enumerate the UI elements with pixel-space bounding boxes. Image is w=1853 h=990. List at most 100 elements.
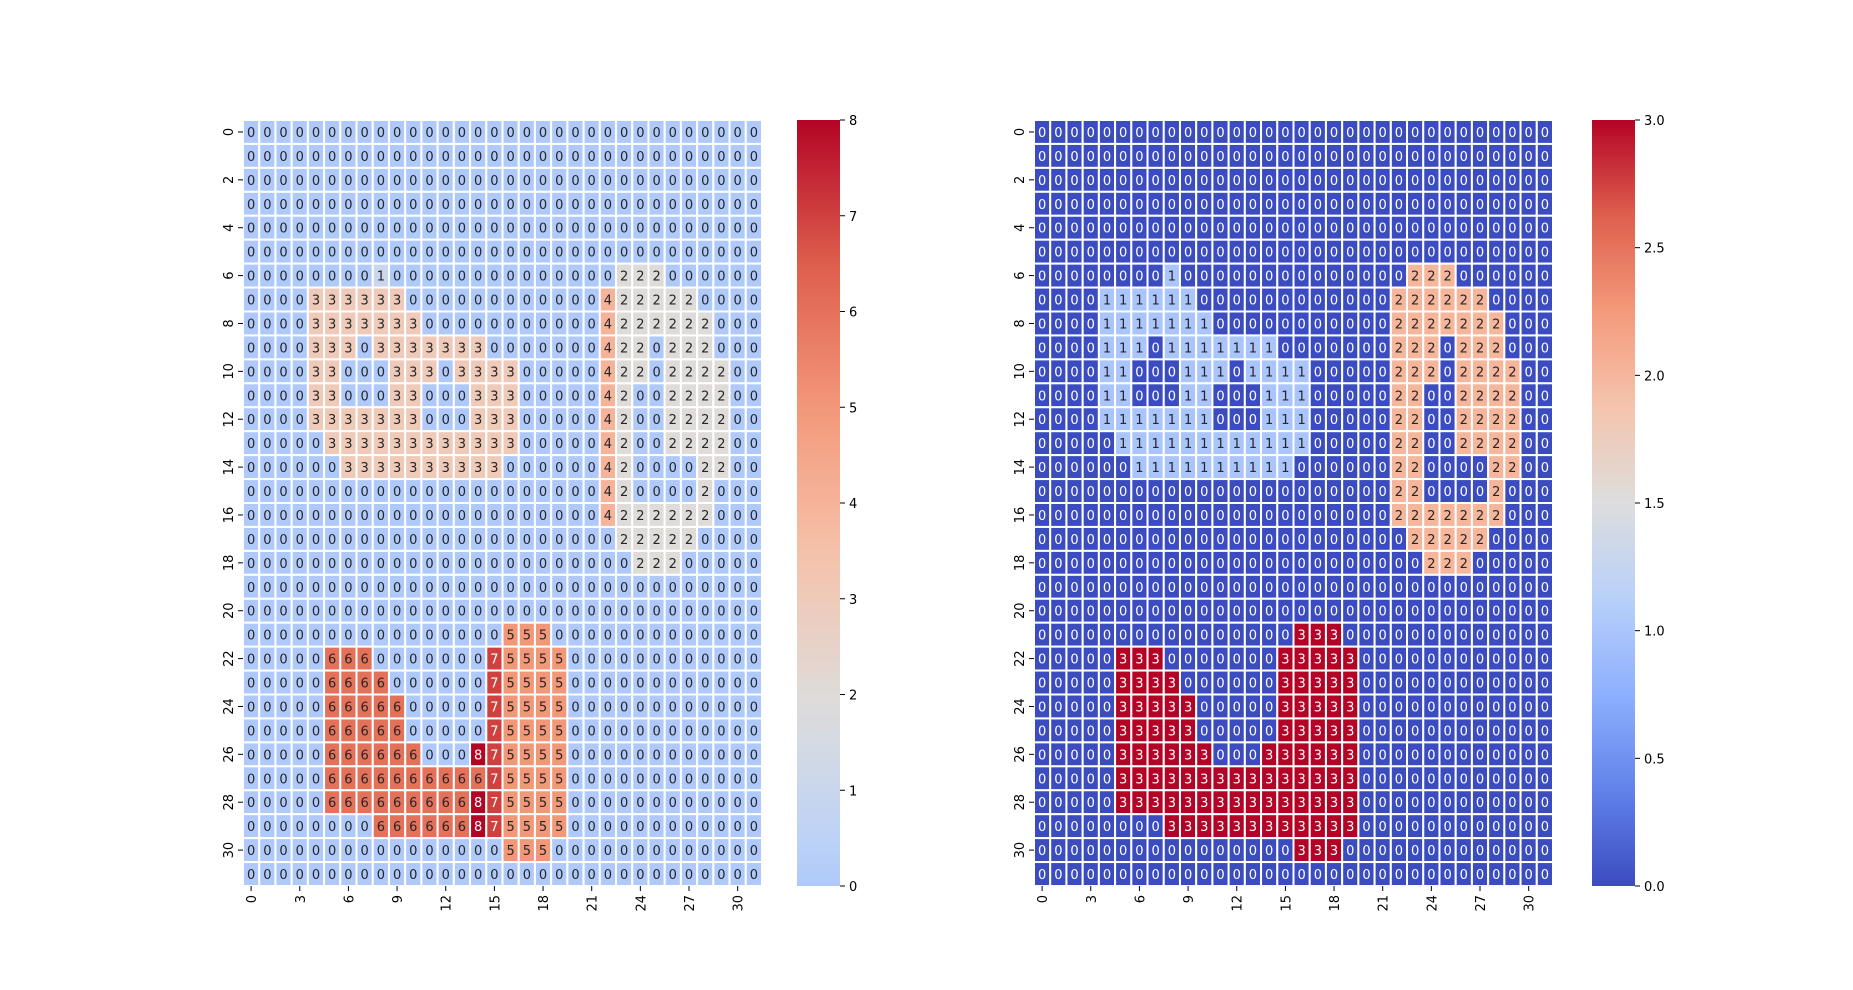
cell-label: 0 [1476,174,1484,189]
cell-label: 0 [539,198,547,213]
cell-label: 0 [1151,629,1159,644]
cell-label: 0 [1541,365,1549,380]
cell-label: 0 [1379,413,1387,428]
cell-label: 0 [1249,653,1257,668]
cell-label: 0 [377,509,385,524]
cell-label: 1 [1297,437,1305,452]
cell-label: 0 [1314,246,1322,261]
cell-label: 0 [1346,629,1354,644]
cell-label: 0 [1281,629,1289,644]
cell-label: 0 [377,485,385,500]
cell-label: 0 [1476,724,1484,739]
cell-label: 0 [1443,126,1451,141]
cell-label: 0 [312,820,320,835]
cell-label: 0 [442,246,450,261]
cell-label: 0 [1265,677,1273,692]
cell-label: 0 [750,724,758,739]
cell-label: 0 [393,509,401,524]
cell-label: 2 [685,389,693,404]
cell-label: 0 [1249,844,1257,859]
cell-label: 5 [506,748,514,763]
cell-label: 0 [750,341,758,356]
cell-label: 0 [652,126,660,141]
cell-label: 0 [1525,557,1533,572]
cell-label: 3 [1346,700,1354,715]
cell-label: 0 [442,868,450,883]
cell-label: 0 [1297,341,1305,356]
cell-label: 4 [604,413,612,428]
cell-label: 6 [474,772,482,787]
cell-label: 6 [344,772,352,787]
cell-label: 1 [1119,413,1127,428]
cell-label: 0 [279,485,287,500]
cell-label: 2 [1508,413,1516,428]
cell-label: 0 [1460,126,1468,141]
cell-label: 0 [685,198,693,213]
cell-label: 0 [685,461,693,476]
cell-label: 3 [1151,724,1159,739]
cell-label: 2 [620,389,628,404]
cell-label: 0 [1346,341,1354,356]
cell-label: 0 [717,150,725,165]
cell-label: 0 [312,222,320,237]
cell-label: 0 [247,724,255,739]
cell-label: 0 [1119,222,1127,237]
cell-label: 0 [1541,198,1549,213]
cell-label: 0 [652,198,660,213]
cell-label: 0 [1168,389,1176,404]
cell-label: 3 [458,461,466,476]
cell-label: 0 [1038,581,1046,596]
cell-label: 0 [539,294,547,309]
cell-label: 0 [1508,126,1516,141]
cell-label: 0 [1362,294,1370,309]
cell-label: 0 [490,341,498,356]
cell-label: 0 [1087,868,1095,883]
cell-label: 0 [1216,653,1224,668]
cell-label: 0 [1525,748,1533,763]
cell-label: 0 [1508,796,1516,811]
cell-label: 0 [636,748,644,763]
cell-label: 0 [1330,605,1338,620]
cell-label: 1 [1119,341,1127,356]
cell-label: 0 [279,317,287,332]
cell-label: 0 [523,868,531,883]
cell-label: 3 [1330,820,1338,835]
cell-label: 0 [750,844,758,859]
cell-label: 0 [1492,198,1500,213]
cell-label: 0 [360,605,368,620]
cell-label: 0 [279,389,287,404]
cell-label: 0 [523,581,531,596]
cell-label: 0 [734,270,742,285]
cell-label: 0 [1411,581,1419,596]
cell-label: 4 [604,485,612,500]
cell-label: 0 [1346,485,1354,500]
cell-label: 0 [1346,437,1354,452]
cell-label: 0 [588,772,596,787]
cell-label: 0 [474,677,482,692]
cell-label: 1 [1297,413,1305,428]
cell-label: 0 [685,677,693,692]
cell-label: 0 [1297,174,1305,189]
cell-label: 0 [442,126,450,141]
cell-label: 0 [1297,533,1305,548]
cell-label: 0 [1038,557,1046,572]
cell-label: 0 [1087,246,1095,261]
cell-label: 0 [1411,724,1419,739]
cell-label: 0 [1233,748,1241,763]
cell-label: 0 [247,150,255,165]
cell-label: 3 [1168,748,1176,763]
cell-label: 1 [1103,413,1111,428]
cell-label: 6 [328,772,336,787]
cell-label: 0 [1070,533,1078,548]
cell-label: 0 [701,700,709,715]
cell-label: 0 [1216,557,1224,572]
cell-label: 3 [409,437,417,452]
cell-label: 0 [377,174,385,189]
cell-label: 0 [1379,748,1387,763]
cell-label: 0 [1087,485,1095,500]
cell-label: 6 [360,700,368,715]
cell-label: 0 [588,844,596,859]
cell-label: 0 [296,700,304,715]
cell-label: 3 [1249,796,1257,811]
